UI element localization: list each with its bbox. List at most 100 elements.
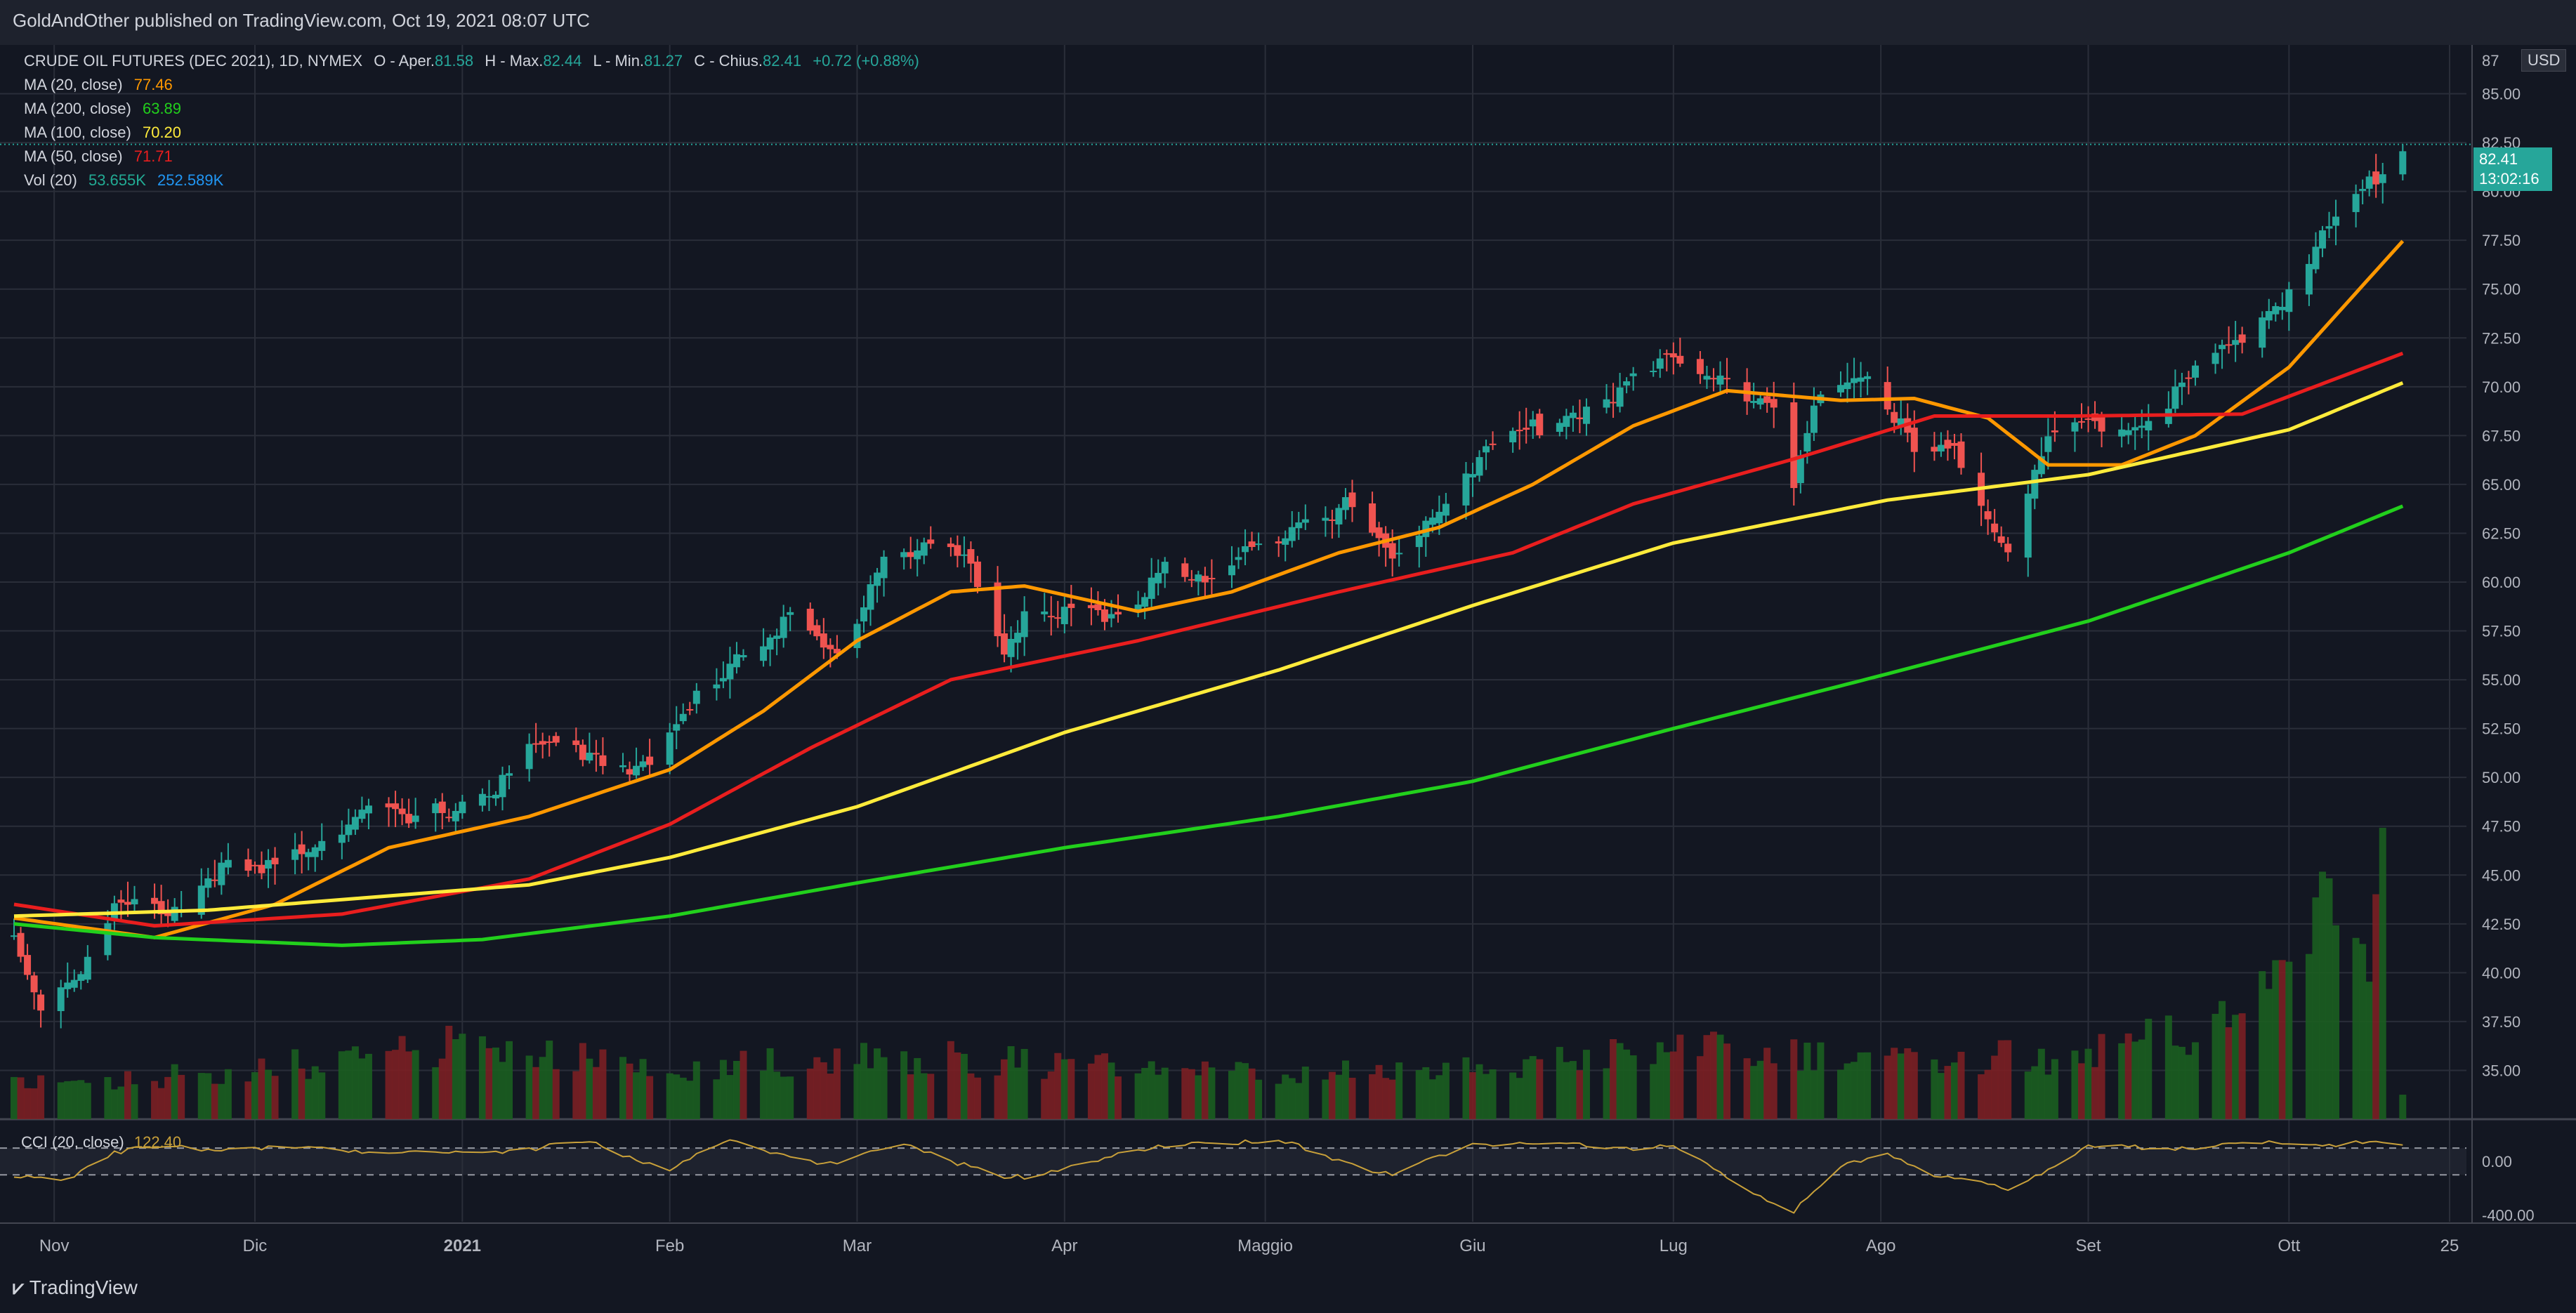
candle-body: [1669, 353, 1677, 357]
candle-body: [806, 608, 814, 631]
candle-body: [438, 801, 446, 813]
candle-body: [1020, 611, 1028, 638]
volume-bar: [1195, 1075, 1202, 1119]
candle-body: [2098, 416, 2105, 432]
candle-body: [740, 655, 747, 658]
candle-body: [633, 765, 640, 776]
candle-body: [1275, 541, 1282, 543]
price-tick-label: 47.50: [2482, 818, 2521, 836]
volume-bar: [1904, 1048, 1912, 1119]
volume-bar: [77, 1080, 85, 1119]
volume-bar: [692, 1061, 700, 1119]
volume-bar: [1188, 1069, 1195, 1119]
volume-bar: [2185, 1055, 2193, 1119]
indicator-value: 63.89: [142, 100, 182, 117]
candle-body: [2285, 289, 2293, 312]
volume-bar: [197, 1073, 205, 1119]
candle-body: [1301, 519, 1309, 523]
candle-body: [11, 935, 18, 937]
candle-body: [244, 859, 252, 871]
candle-body: [452, 810, 459, 822]
candle-body: [1014, 633, 1022, 643]
currency-badge[interactable]: USD: [2521, 49, 2567, 72]
volume-bar: [1516, 1078, 1523, 1119]
indicator-row-ma50[interactable]: MA (50, close) 71.71: [24, 145, 919, 169]
volume-bar: [1844, 1063, 1851, 1119]
candle-body: [1422, 520, 1430, 537]
volume-bar: [806, 1068, 814, 1119]
change-value: +0.72 (+0.88%): [813, 52, 919, 70]
candle-body: [305, 852, 313, 857]
volume-bar: [973, 1077, 981, 1119]
volume-bar: [117, 1086, 125, 1119]
candle-body: [1054, 617, 1062, 619]
symbol-row[interactable]: CRUDE OIL FUTURES (DEC 2021), 1D, NYMEX …: [24, 49, 919, 73]
candle-body: [57, 987, 65, 1012]
candle-body: [1676, 355, 1684, 364]
chart-legend: CRUDE OIL FUTURES (DEC 2021), 1D, NYMEX …: [24, 49, 919, 192]
candle-body: [525, 744, 533, 770]
volume-bar: [719, 1060, 727, 1119]
volume-bar: [318, 1072, 326, 1119]
candle-body: [599, 755, 607, 766]
volume-bar: [1335, 1074, 1343, 1119]
volume-bar: [157, 1088, 165, 1119]
volume-bar: [506, 1041, 513, 1119]
last-price-badge: 82.41 13:02:16: [2473, 147, 2552, 191]
candle-body: [1100, 609, 1108, 622]
candle-body: [726, 664, 734, 680]
candle-body: [1703, 376, 1711, 380]
candle-body: [860, 607, 867, 622]
volume-bar: [1669, 1051, 1677, 1119]
candle-body: [686, 708, 694, 711]
price-tick-label: 70.00: [2482, 378, 2521, 396]
volume-bar: [385, 1050, 393, 1119]
volume-bar: [1529, 1056, 1537, 1119]
volume-bar: [954, 1052, 961, 1119]
volume-bar: [1803, 1042, 1811, 1119]
volume-bar: [2212, 1013, 2219, 1119]
volume-bar: [1884, 1055, 1891, 1119]
price-tick-label: 72.50: [2482, 329, 2521, 347]
candle-body: [880, 556, 888, 579]
volume-bar: [2131, 1041, 2139, 1119]
indicator-row-volume[interactable]: Vol (20) 53.655K 252.589K: [24, 169, 919, 192]
volume-bar: [1629, 1055, 1637, 1119]
volume-bar: [679, 1077, 687, 1119]
volume-bar: [405, 1051, 413, 1119]
candle-body: [351, 817, 359, 830]
indicator-row-ma200[interactable]: MA (200, close) 63.89: [24, 97, 919, 121]
candle-body: [1696, 359, 1704, 374]
volume-bar: [364, 1053, 372, 1119]
candle-body: [1556, 423, 1563, 433]
candle-body: [30, 975, 38, 993]
candle-body: [1348, 492, 1356, 508]
volume-bar: [1723, 1043, 1731, 1119]
volume-bar: [1857, 1052, 1865, 1119]
volume-bar: [2171, 1045, 2179, 1119]
volume-bar: [1483, 1074, 1490, 1119]
volume-bar: [1041, 1078, 1049, 1119]
volume-bar: [2372, 894, 2380, 1119]
candle-body: [1161, 562, 1169, 574]
volume-bar: [1348, 1077, 1356, 1119]
tradingview-logo[interactable]: ⩗ TradingView: [13, 1276, 138, 1300]
indicator-value: 77.46: [133, 76, 173, 93]
candle-body: [364, 805, 372, 814]
volume-bar: [2031, 1066, 2039, 1119]
candle-body: [218, 862, 225, 885]
candle-body: [1516, 430, 1523, 432]
price-tick-label: 35.00: [2482, 1062, 2521, 1079]
volume-bar: [853, 1064, 861, 1119]
volume-bar: [485, 1048, 493, 1119]
indicator-row-ma100[interactable]: MA (100, close) 70.20: [24, 121, 919, 145]
indicator-row-ma20[interactable]: MA (20, close) 77.46: [24, 73, 919, 97]
volume-bar: [592, 1067, 600, 1119]
volume-bar: [2091, 1067, 2099, 1119]
cci-legend[interactable]: CCI (20, close) 122.40: [21, 1133, 181, 1152]
volume-bar: [820, 1062, 827, 1119]
candle-body: [2024, 494, 2032, 558]
volume-bar: [1428, 1079, 1436, 1119]
volume-bar: [492, 1047, 499, 1119]
